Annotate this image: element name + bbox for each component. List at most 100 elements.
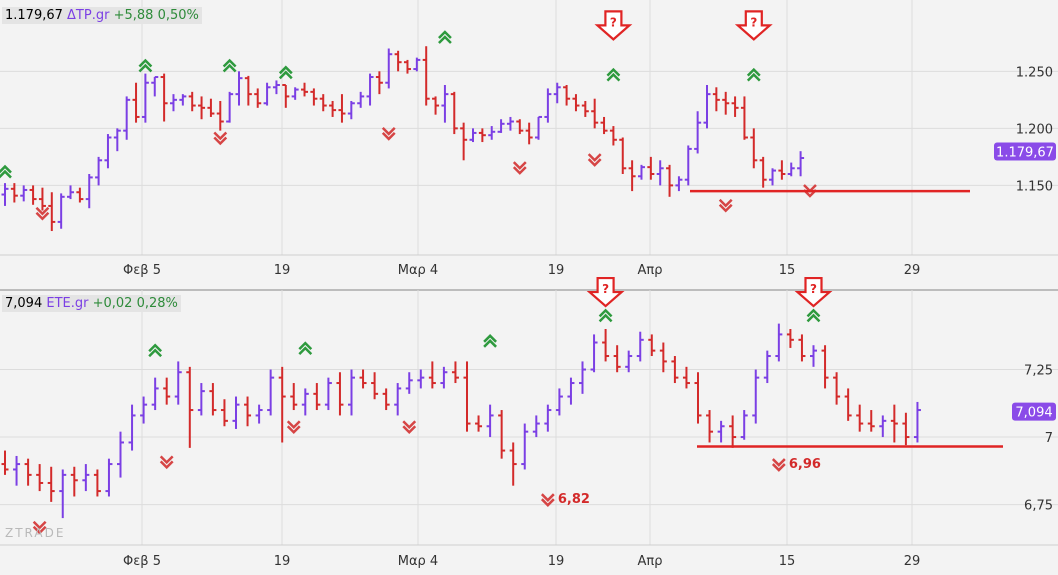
ohlc-bar	[151, 76, 159, 97]
ohlc-bar	[220, 399, 228, 427]
signal-down-marker	[402, 420, 417, 435]
ohlc-bar	[797, 151, 805, 177]
ohlc-bar	[254, 88, 262, 108]
ohlc-bar	[417, 369, 425, 389]
ohlc-bar	[509, 442, 517, 486]
ohlc-bar	[694, 372, 702, 424]
callout-arrow-shape	[734, 10, 773, 41]
x-tick-label: 19	[274, 554, 291, 569]
ohlc-bar	[590, 334, 598, 373]
ohlc-bar	[207, 98, 215, 117]
ohlc-bar	[555, 388, 563, 416]
ohlc-bar	[478, 128, 486, 143]
ohlc-bar	[628, 160, 636, 192]
ohlc-bar	[313, 383, 321, 411]
down-chevron	[587, 153, 602, 162]
ohlc-bar	[602, 329, 610, 362]
signal-up-marker	[598, 308, 613, 323]
ohlc-bar	[95, 156, 103, 186]
ohlc-bar	[636, 331, 644, 362]
ohlc-bar	[666, 164, 674, 197]
x-tick-label: 15	[779, 554, 796, 569]
down-chevron	[771, 463, 786, 472]
ohlc-bar	[255, 404, 263, 424]
ohlc-bar	[422, 46, 430, 106]
ohlc-bar	[263, 82, 271, 106]
ohlc-bar	[48, 192, 56, 232]
y-tick-label: 7	[1045, 431, 1053, 446]
up-chevron	[148, 348, 163, 358]
ohlc-bar	[13, 455, 21, 486]
ohlc-bar	[913, 401, 921, 443]
ohlc-bar	[821, 345, 829, 389]
signal-down-marker	[512, 161, 527, 175]
ohlc-bar	[244, 396, 252, 427]
ohlc-bar	[140, 396, 148, 424]
ohlc-bar	[567, 377, 575, 405]
ohlc-bar	[694, 111, 702, 154]
down-chevron	[35, 211, 50, 221]
ohlc-bar	[57, 193, 65, 229]
signal-up-marker	[0, 164, 12, 179]
ohlc-bar	[267, 369, 275, 416]
ohlc-bar	[36, 464, 44, 492]
ohlc-bar	[428, 361, 436, 389]
up-chevron	[138, 63, 153, 73]
ohlc-bar	[902, 412, 910, 446]
ohlc-bar	[775, 323, 783, 362]
ohlc-bar	[752, 369, 760, 424]
callout-question-mark: ?	[810, 282, 817, 296]
ohlc-bar	[544, 404, 552, 432]
ohlc-bar	[151, 377, 159, 411]
ohlc-bar	[591, 98, 599, 129]
bottom-panel-header: 7,094 ETE.gr +0,02 0,28%	[2, 295, 181, 312]
callout-question-mark: ?	[602, 282, 609, 296]
down-chevron	[540, 498, 555, 507]
x-tick-label: 19	[548, 554, 565, 569]
ohlc-bar	[684, 145, 692, 186]
x-tick-label: 19	[548, 263, 565, 278]
down-chevron	[286, 425, 301, 435]
ohlc-bar	[235, 71, 243, 106]
signal-up-marker	[438, 30, 452, 44]
ohlc-bar	[682, 366, 690, 389]
up-chevron	[598, 313, 613, 323]
ohlc-bar	[347, 100, 355, 120]
signal-up-marker	[483, 334, 497, 348]
ohlc-bar	[301, 388, 309, 416]
ohlc-bar	[475, 415, 483, 432]
ohlc-bar	[722, 91, 730, 115]
ohlc-bar	[169, 94, 177, 112]
ohlc-bar	[163, 377, 171, 405]
ohlc-bar	[186, 366, 194, 448]
ohlc-bar	[463, 361, 471, 432]
up-chevron	[0, 164, 12, 174]
callout-arrow-shape	[794, 276, 833, 308]
down-chevron	[718, 203, 733, 213]
up-chevron	[298, 341, 313, 350]
top-panel-header: 1.179,67 ΔΤΡ.gr +5,88 0,50%	[2, 7, 202, 24]
ohlc-bar	[544, 88, 552, 123]
bottom-symbol: ETE.gr	[46, 296, 89, 311]
ohlc-bar	[82, 464, 90, 492]
ohlc-bar	[371, 372, 379, 400]
signal-up-marker	[148, 343, 163, 358]
up-chevron	[148, 343, 163, 353]
ohlc-bar	[403, 59, 411, 74]
signal-up-marker	[278, 65, 293, 80]
ohlc-bar	[787, 162, 795, 177]
ohlc-bar	[609, 126, 617, 146]
ohlc-bar	[451, 361, 459, 384]
ohlc-bar	[488, 126, 496, 140]
ohlc-bar	[703, 85, 711, 129]
ohlc-bar	[338, 94, 346, 123]
ohlc-bar	[731, 96, 739, 117]
down-chevron	[381, 127, 396, 136]
up-chevron	[806, 308, 821, 318]
ohlc-bar	[301, 82, 309, 97]
ohlc-bar	[59, 469, 67, 519]
ohlc-bar	[405, 372, 413, 394]
ohlc-bar	[232, 396, 240, 429]
top-change-pct: 0,50%	[157, 8, 199, 23]
